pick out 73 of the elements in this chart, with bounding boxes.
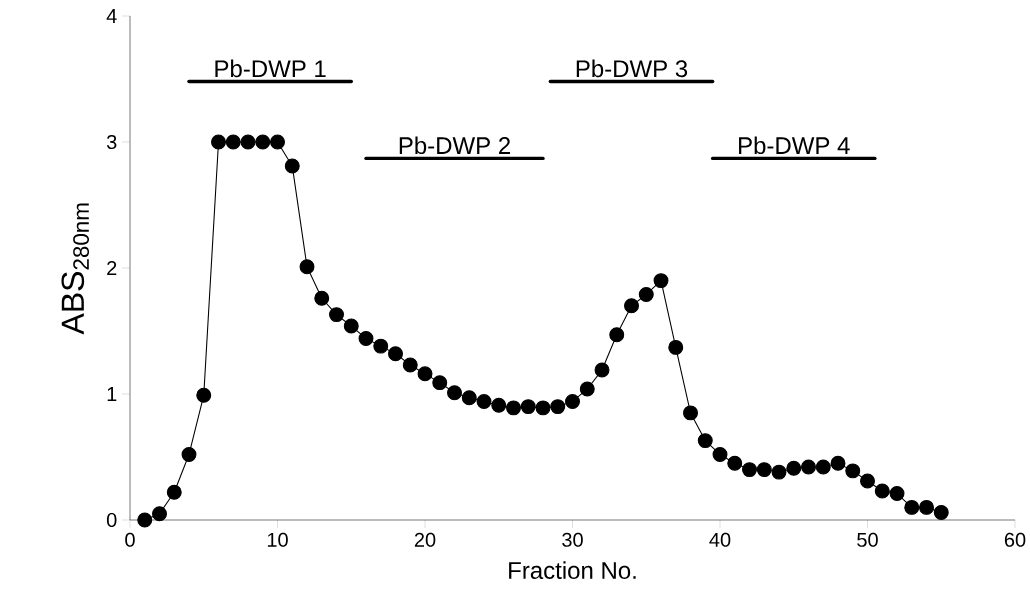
x-tick-label: 20 bbox=[414, 532, 436, 547]
x-tick-label: 40 bbox=[709, 532, 731, 547]
point bbox=[299, 259, 315, 275]
point bbox=[889, 486, 905, 502]
x-tick-label: 60 bbox=[1004, 532, 1026, 547]
point bbox=[152, 506, 167, 522]
point bbox=[579, 381, 595, 397]
point bbox=[830, 455, 846, 471]
point bbox=[255, 134, 271, 150]
x-tick-label: 10 bbox=[267, 532, 288, 547]
series-label: Pb-DWP 3 bbox=[576, 59, 688, 78]
point bbox=[491, 397, 507, 413]
point bbox=[314, 290, 330, 306]
point bbox=[506, 400, 521, 416]
point bbox=[594, 362, 610, 378]
point bbox=[919, 499, 934, 515]
y-tick-label: 2 bbox=[107, 261, 117, 275]
point bbox=[624, 298, 639, 314]
point bbox=[270, 134, 285, 150]
series-label: Pb-DWP 1 bbox=[215, 59, 326, 78]
x-tick-label: 50 bbox=[857, 532, 878, 547]
point bbox=[476, 394, 492, 410]
point bbox=[520, 399, 536, 415]
point bbox=[417, 366, 433, 382]
point bbox=[904, 499, 920, 515]
point bbox=[196, 387, 212, 403]
point bbox=[712, 447, 728, 462]
point bbox=[211, 134, 226, 150]
point bbox=[786, 460, 802, 476]
point bbox=[181, 447, 197, 462]
point bbox=[638, 286, 654, 302]
y-tick-label: 0 bbox=[106, 512, 117, 528]
point bbox=[609, 327, 625, 343]
point bbox=[535, 400, 551, 416]
point bbox=[373, 338, 389, 354]
point bbox=[756, 462, 772, 478]
y-tick-label: 1 bbox=[107, 387, 117, 401]
point bbox=[815, 459, 831, 475]
point bbox=[402, 357, 418, 373]
point bbox=[742, 462, 757, 478]
x-axis-title: Fraction No. bbox=[509, 561, 636, 579]
point bbox=[668, 339, 684, 355]
y-axis-title: ABS$_{280nm}$ bbox=[61, 203, 89, 335]
point bbox=[771, 464, 787, 480]
series-label: Pb-DWP 4 bbox=[739, 136, 850, 155]
point bbox=[329, 307, 344, 323]
point bbox=[565, 394, 580, 410]
point bbox=[284, 158, 300, 174]
series-label: Pb-DWP 2 bbox=[399, 136, 510, 155]
point bbox=[697, 433, 713, 449]
point bbox=[845, 463, 861, 479]
point bbox=[874, 483, 890, 499]
point bbox=[225, 134, 241, 150]
point bbox=[343, 318, 359, 334]
y-tick-label: 4 bbox=[106, 9, 117, 23]
point bbox=[860, 473, 875, 489]
point bbox=[447, 385, 462, 401]
point bbox=[727, 455, 743, 471]
point bbox=[801, 459, 816, 475]
point bbox=[137, 512, 153, 528]
y-tick-label: 3 bbox=[106, 134, 117, 150]
x-tick-label: 0 bbox=[125, 532, 135, 547]
point bbox=[358, 331, 374, 347]
point bbox=[550, 399, 566, 415]
point bbox=[653, 273, 669, 289]
x-tick-label: 30 bbox=[562, 532, 583, 547]
point bbox=[432, 375, 448, 391]
point bbox=[933, 504, 949, 520]
point bbox=[461, 390, 477, 406]
point bbox=[388, 346, 403, 362]
point bbox=[166, 484, 182, 500]
point bbox=[683, 405, 698, 421]
point bbox=[240, 134, 256, 150]
